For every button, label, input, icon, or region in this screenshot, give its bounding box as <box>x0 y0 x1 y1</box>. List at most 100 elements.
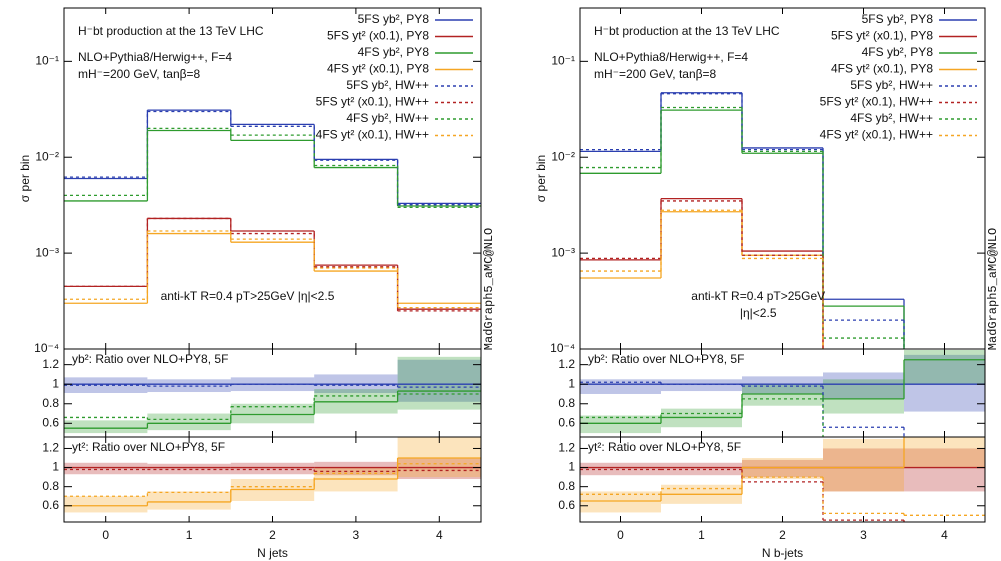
legend-label: 4FS yb², HW++ <box>346 111 429 125</box>
uncertainty-band <box>742 459 823 478</box>
x-tick-label: 0 <box>102 528 109 542</box>
y-tick-label: 1.2 <box>42 441 59 455</box>
y-tick-label: 0.8 <box>558 479 575 493</box>
uncertainty-band <box>742 384 823 406</box>
x-tick-label: 2 <box>269 528 276 542</box>
uncertainty-band <box>661 462 742 476</box>
y-tick-label: 0.8 <box>42 479 59 493</box>
chart-title: H⁻bt production at the 13 TeV LHC <box>594 24 780 38</box>
uncertainty-band <box>823 372 904 399</box>
annotation: NLO+Pythia8/Herwig++, F=4 <box>78 50 232 64</box>
uncertainty-band <box>397 359 481 402</box>
watermark: MadGraph5_aMC@NLO <box>482 228 496 350</box>
chart-title: H⁻bt production at the 13 TeV LHC <box>78 24 264 38</box>
x-tick-label: 0 <box>617 528 624 542</box>
annotation: mH⁻=200 GeV, tanβ=8 <box>78 67 201 81</box>
legend-label: 5FS yt² (x0.1), HW++ <box>820 95 933 109</box>
y-tick-label: 0.6 <box>558 415 575 429</box>
uncertainty-band <box>64 377 148 393</box>
watermark: MadGraph5_aMC@NLO <box>986 228 1000 350</box>
y-tick-label: 0.6 <box>558 498 575 512</box>
note: anti-kT R=0.4 pT>25GeV <box>691 289 825 303</box>
plot-area <box>64 109 481 312</box>
y-tick-label: 0.8 <box>558 396 575 410</box>
uncertainty-band <box>742 376 823 394</box>
x-tick-label: 4 <box>436 528 443 542</box>
uncertainty-band <box>64 462 148 475</box>
uncertainty-band <box>64 496 148 513</box>
y-axis-title: σ per bin <box>18 155 32 202</box>
y-tick-label: 0.6 <box>42 498 59 512</box>
uncertainty-band <box>661 379 742 392</box>
y-axis-title: σ per bin <box>534 155 548 202</box>
legend-label: 4FS yb², PY8 <box>862 45 934 59</box>
uncertainty-band <box>64 420 148 434</box>
y-tick-label: 10⁻² <box>551 149 575 163</box>
legend-label: 4FS yb², PY8 <box>358 45 430 59</box>
y-tick-label: 10⁻³ <box>35 245 59 259</box>
y-tick-label: 1.2 <box>42 357 59 371</box>
x-axis-title: N b-jets <box>762 546 803 560</box>
uncertainty-band <box>823 438 904 492</box>
plot-area <box>580 349 985 437</box>
uncertainty-band <box>823 379 904 414</box>
y-tick-label: 1 <box>568 376 575 390</box>
note: |η|<2.5 <box>740 306 777 320</box>
x-tick-label: 3 <box>860 528 867 542</box>
legend-label: 4FS yt² (x0.1), PY8 <box>831 62 933 76</box>
legend-label: 5FS yt² (x0.1), PY8 <box>831 29 933 43</box>
y-tick-label: 1.2 <box>558 441 575 455</box>
legend-label: 4FS yt² (x0.1), PY8 <box>327 62 429 76</box>
y-tick-label: 1.2 <box>558 357 575 371</box>
uncertainty-band <box>580 491 661 513</box>
uncertainty-band <box>230 403 315 424</box>
y-tick-label: 1 <box>568 460 575 474</box>
uncertainty-band <box>580 379 661 394</box>
y-tick-label: 10⁻³ <box>551 245 575 259</box>
plot-frame <box>579 436 986 523</box>
uncertainty-band <box>904 354 985 412</box>
legend-label: 5FS yb², HW++ <box>346 78 429 92</box>
uncertainty-band <box>823 448 904 492</box>
uncertainty-band <box>742 458 823 480</box>
y-tick-label: 10⁻² <box>35 149 59 163</box>
legend-label: 5FS yt² (x0.1), HW++ <box>316 95 429 109</box>
annotation: NLO+Pythia8/Herwig++, F=4 <box>594 50 748 64</box>
uncertainty-band <box>147 491 231 510</box>
x-tick-label: 1 <box>186 528 193 542</box>
y-tick-label: 10⁻¹ <box>551 54 575 68</box>
plot-area <box>580 437 985 522</box>
uncertainty-band <box>147 463 231 475</box>
y-tick-label: 0.8 <box>42 396 59 410</box>
uncertainty-band <box>904 349 985 385</box>
y-tick-label: 1 <box>52 460 59 474</box>
x-tick-label: 2 <box>779 528 786 542</box>
ratio-title: yb²: Ratio over NLO+PY8, 5F <box>72 352 228 366</box>
x-axis-title: N jets <box>257 546 288 560</box>
legend-label: 5FS yb², HW++ <box>850 78 933 92</box>
x-tick-label: 3 <box>353 528 360 542</box>
uncertainty-band <box>904 448 985 492</box>
uncertainty-band <box>230 462 315 475</box>
uncertainty-band <box>147 379 231 393</box>
y-tick-label: 1 <box>52 376 59 390</box>
legend-label: 4FS yb², HW++ <box>850 111 933 125</box>
legend-label: 5FS yt² (x0.1), PY8 <box>327 29 429 43</box>
ratio-title: yb²: Ratio over NLO+PY8, 5F <box>588 352 744 366</box>
legend-label: 4FS yt² (x0.1), HW++ <box>820 128 933 142</box>
uncertainty-band <box>580 415 661 434</box>
annotation: mH⁻=200 GeV, tanβ=8 <box>594 67 717 81</box>
ratio-title: yt²: Ratio over NLO+PY8, 5F <box>588 440 741 454</box>
uncertainty-band <box>397 356 481 410</box>
y-tick-label: 10⁻⁴ <box>34 341 59 355</box>
plot-frame <box>63 436 482 523</box>
legend-label: 5FS yb², PY8 <box>862 12 934 26</box>
legend-label: 4FS yt² (x0.1), HW++ <box>316 128 429 142</box>
plot-area <box>580 92 905 349</box>
uncertainty-band <box>580 462 661 476</box>
y-tick-label: 10⁻¹ <box>35 54 59 68</box>
y-tick-label: 10⁻⁴ <box>550 341 575 355</box>
legend-label: 5FS yb², PY8 <box>358 12 430 26</box>
uncertainty-band <box>147 413 231 431</box>
x-tick-label: 4 <box>941 528 948 542</box>
